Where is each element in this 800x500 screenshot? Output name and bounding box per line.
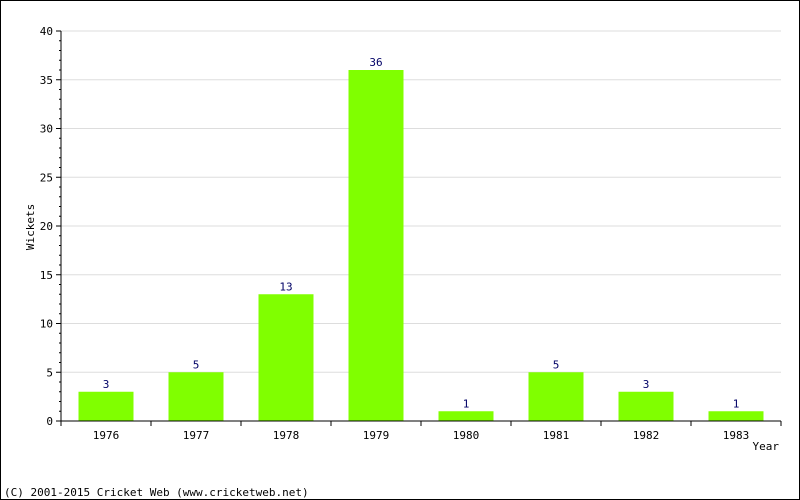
y-tick-label: 5 (46, 366, 53, 379)
footer-copyright: (C) 2001-2015 Cricket Web (www.cricketwe… (4, 486, 309, 499)
bar-value-label: 5 (193, 358, 200, 371)
bar-value-label: 3 (643, 378, 650, 391)
bar (168, 372, 224, 421)
x-tick-label: 1981 (543, 429, 570, 442)
y-tick-label: 25 (40, 171, 53, 184)
x-tick-label: 1980 (453, 429, 480, 442)
bar-value-label: 1 (733, 397, 740, 410)
y-tick-label: 30 (40, 123, 53, 136)
bars (78, 70, 764, 421)
y-tick-label: 10 (40, 318, 53, 331)
bar (78, 391, 134, 421)
y-tick-label: 40 (40, 25, 53, 38)
x-tick-label: 1979 (363, 429, 390, 442)
bar-value-label: 36 (369, 56, 382, 69)
axes (56, 30, 782, 426)
y-tick-label: 35 (40, 74, 53, 87)
y-tick-label: 20 (40, 220, 53, 233)
labels: 0510152025303540319765197713197836197911… (40, 25, 750, 442)
y-tick-label: 15 (40, 269, 53, 282)
bar (708, 411, 764, 421)
bar-value-label: 1 (463, 397, 470, 410)
bar-value-label: 5 (553, 358, 560, 371)
bar (258, 294, 314, 421)
grid-lines (61, 30, 781, 373)
x-tick-label: 1978 (273, 429, 300, 442)
bar-value-label: 3 (103, 378, 110, 391)
bar-value-label: 13 (279, 280, 292, 293)
x-tick-label: 1976 (93, 429, 120, 442)
bar (348, 70, 404, 421)
x-tick-label: 1983 (723, 429, 750, 442)
y-axis-title: Wickets (24, 204, 37, 250)
y-tick-label: 0 (46, 415, 53, 428)
x-tick-label: 1977 (183, 429, 210, 442)
x-axis-title: Year (753, 440, 780, 453)
x-tick-label: 1982 (633, 429, 660, 442)
bar (618, 391, 674, 421)
bar (438, 411, 494, 421)
bar (528, 372, 584, 421)
